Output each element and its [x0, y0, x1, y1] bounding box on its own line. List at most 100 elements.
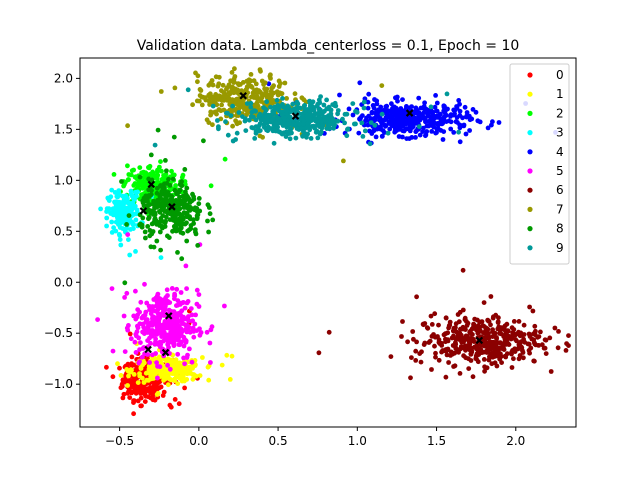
point-8 — [124, 222, 129, 227]
point-9 — [264, 99, 270, 105]
point-9 — [288, 126, 294, 132]
point-4 — [373, 134, 379, 140]
point-9 — [253, 117, 259, 123]
legend-marker-1 — [527, 91, 533, 97]
point-4 — [409, 104, 414, 109]
point-6 — [478, 346, 484, 352]
point-1 — [200, 355, 205, 360]
point-4 — [457, 108, 463, 114]
point-5 — [153, 318, 159, 323]
point-6 — [444, 352, 450, 358]
point-6 — [483, 328, 488, 334]
point-4 — [418, 105, 424, 111]
point-1 — [175, 381, 181, 386]
x-tick-label: 0.5 — [269, 434, 288, 448]
point-8 — [186, 227, 192, 233]
point-5 — [148, 340, 153, 346]
point-8 — [194, 206, 200, 211]
point-0 — [120, 395, 126, 401]
point-4 — [377, 117, 382, 123]
point-8 — [177, 194, 182, 200]
point-8 — [146, 216, 151, 222]
point-1 — [206, 377, 212, 383]
point-2 — [142, 174, 148, 180]
point-9 — [280, 102, 285, 107]
point-2 — [180, 172, 186, 178]
legend-marker-4 — [527, 149, 533, 155]
point-8 — [196, 201, 202, 207]
point-4 — [383, 123, 388, 129]
point-5 — [153, 351, 159, 356]
point-1 — [172, 378, 178, 383]
point-8 — [210, 217, 216, 223]
point-2 — [136, 178, 142, 184]
point-9 — [362, 128, 368, 134]
point-8 — [144, 203, 150, 209]
point-6 — [432, 334, 438, 340]
point-7 — [379, 83, 385, 88]
point-8 — [184, 202, 190, 208]
point-9 — [329, 121, 335, 127]
point-8 — [174, 191, 180, 197]
point-9 — [257, 121, 263, 126]
point-4 — [457, 139, 463, 145]
point-3 — [119, 205, 124, 211]
point-4 — [374, 126, 380, 132]
center-marker-3 — [139, 207, 148, 215]
point-8 — [172, 211, 177, 217]
point-0 — [138, 403, 144, 409]
point-8 — [140, 215, 146, 221]
point-4 — [392, 125, 398, 131]
point-5 — [135, 312, 141, 318]
point-8 — [162, 223, 168, 229]
point-9 — [306, 124, 311, 129]
point-6 — [514, 338, 519, 344]
point-7 — [226, 95, 232, 101]
point-1 — [165, 382, 171, 388]
point-8 — [166, 176, 171, 182]
point-3 — [112, 199, 117, 205]
point-3 — [116, 188, 122, 194]
point-5 — [124, 290, 130, 296]
point-9 — [342, 111, 348, 117]
point-6 — [538, 329, 543, 335]
point-9 — [325, 124, 331, 130]
y-tick-label: −0.5 — [44, 326, 73, 340]
point-7 — [259, 91, 265, 97]
point-8 — [161, 205, 167, 211]
point-7 — [341, 158, 346, 164]
point-2 — [137, 165, 143, 171]
point-9 — [307, 98, 312, 104]
point-9 — [315, 111, 321, 116]
point-4 — [374, 101, 380, 107]
point-1 — [205, 364, 211, 370]
point-3 — [120, 201, 125, 207]
point-2 — [208, 183, 214, 189]
point-5 — [164, 334, 169, 340]
point-8 — [170, 217, 176, 223]
point-1 — [131, 372, 137, 377]
points-layer — [95, 66, 571, 417]
point-6 — [509, 365, 515, 370]
point-6 — [442, 348, 447, 354]
point-4 — [448, 126, 454, 132]
point-0 — [117, 365, 122, 371]
point-6 — [500, 343, 506, 348]
point-6 — [418, 359, 424, 365]
point-5 — [138, 340, 143, 345]
point-9 — [324, 106, 330, 112]
point-7 — [230, 123, 236, 129]
point-1 — [175, 368, 181, 374]
point-8 — [191, 196, 197, 202]
point-1 — [180, 374, 186, 379]
point-3 — [117, 237, 123, 243]
point-9 — [321, 102, 327, 108]
point-4 — [485, 125, 491, 131]
legend-marker-8 — [527, 226, 533, 232]
point-4 — [393, 105, 399, 111]
point-7 — [158, 89, 164, 94]
point-2 — [162, 177, 168, 183]
point-0 — [160, 393, 166, 398]
point-3 — [113, 228, 119, 234]
point-5 — [134, 329, 140, 335]
